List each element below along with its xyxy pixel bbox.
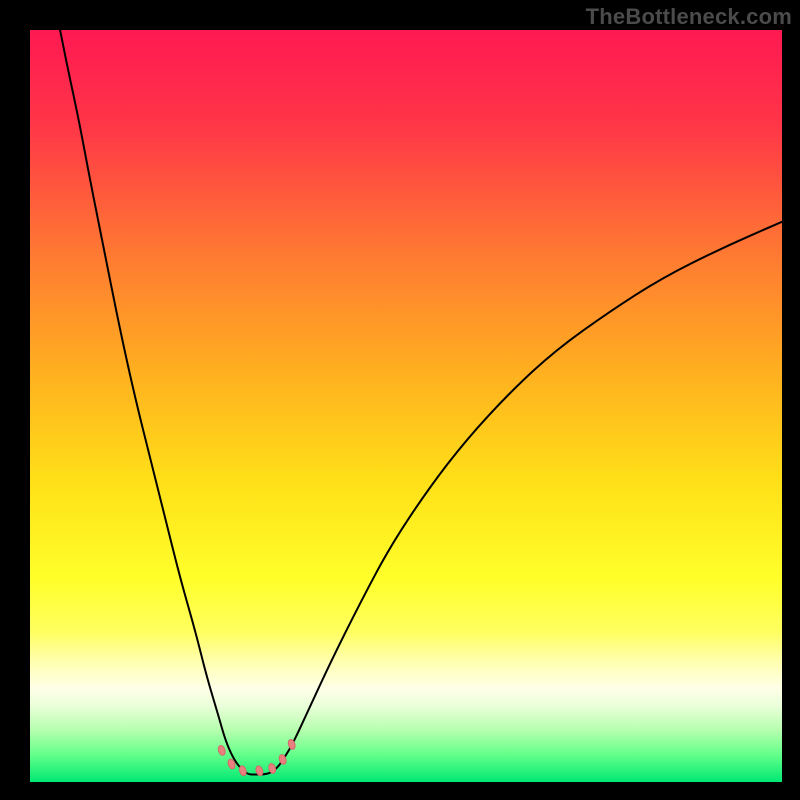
chart-frame: TheBottleneck.com [0,0,800,800]
chart-svg [30,30,782,782]
plot-area [30,30,782,782]
chart-background [30,30,782,782]
watermark-text: TheBottleneck.com [586,4,792,30]
